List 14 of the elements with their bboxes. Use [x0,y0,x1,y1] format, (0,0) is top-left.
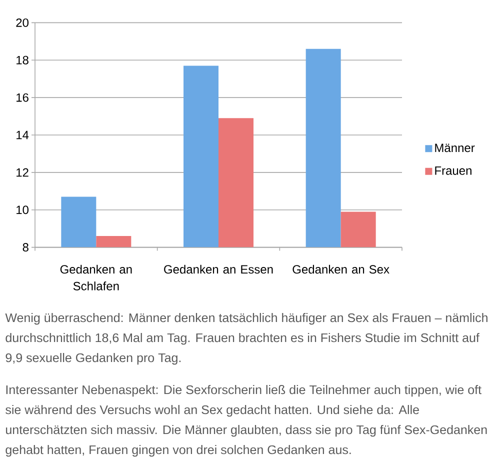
y-tick-label: 20 [16,18,29,27]
y-tick-label: 16 [16,93,28,102]
y-tick-label: 18 [16,56,28,64]
y-tick-label: 12 [16,168,28,177]
text: Wenig überraschend: Männer denken tatsächlich häufiger an Sex als Frauen – nämlich durchschnittlich 18,6 Mal am Tag. Frauen brachten es in Fishers Studie im Schnitt auf 9,9 sexuelle Gedanken pro Tag. [5,312,488,365]
legend-label: Frauen [435,166,472,175]
y-tick-label: 14 [16,130,29,140]
text: Interessanter Nebenaspekt: Die Sexforscherin ließ die Teilnehmer auch tippen, wie oft sie während des Versuchs wohl an Sex gedacht hatten. Und siehe da: Alle unterschätzten sich massiv. Die Männer glaubten, dass sie pro Tag fünf Sex-Gedanken gehabt hatten, Frauen gingen von drei solchen Gedanken aus. [6,384,487,457]
x-tick-label: Gedanken an Schlafen [60,264,132,290]
legend-label: Männer [435,144,475,152]
y-tick-label: 8 [22,243,28,252]
x-tick-label: Gedanken an Sex [292,264,390,274]
x-tick-label: Gedanken an Essen [164,264,273,274]
y-tick-label: 10 [16,206,29,214]
